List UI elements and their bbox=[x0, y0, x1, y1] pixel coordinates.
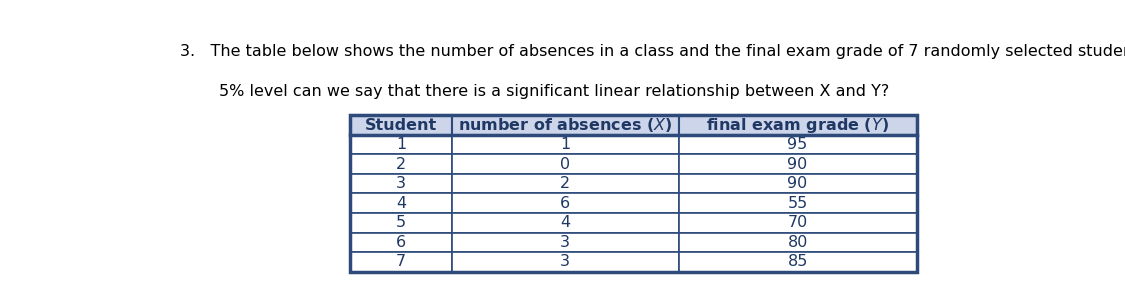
Text: 55: 55 bbox=[788, 196, 808, 211]
Text: 4: 4 bbox=[396, 196, 406, 211]
Text: Student: Student bbox=[364, 118, 436, 132]
Bar bbox=[452, 233, 678, 252]
Bar bbox=[350, 174, 452, 193]
Text: 3: 3 bbox=[560, 235, 570, 250]
Bar bbox=[350, 193, 452, 213]
Text: 4: 4 bbox=[560, 215, 570, 230]
Text: 3: 3 bbox=[560, 254, 570, 270]
Text: 3.   The table below shows the number of absences in a class and the final exam : 3. The table below shows the number of a… bbox=[180, 44, 1125, 59]
Text: 5: 5 bbox=[396, 215, 406, 230]
Bar bbox=[350, 233, 452, 252]
Bar bbox=[452, 115, 678, 135]
Bar bbox=[350, 135, 452, 154]
Text: 1: 1 bbox=[560, 137, 570, 152]
Bar bbox=[678, 252, 917, 272]
Bar bbox=[452, 174, 678, 193]
Text: 6: 6 bbox=[396, 235, 406, 250]
Bar bbox=[678, 213, 917, 233]
Text: final exam grade ($\mathit{Y}$): final exam grade ($\mathit{Y}$) bbox=[706, 116, 889, 135]
Bar bbox=[350, 154, 452, 174]
Text: 80: 80 bbox=[788, 235, 808, 250]
Text: 85: 85 bbox=[788, 254, 808, 270]
Text: 95: 95 bbox=[788, 137, 808, 152]
Text: 90: 90 bbox=[788, 176, 808, 191]
Bar bbox=[678, 115, 917, 135]
Bar bbox=[678, 154, 917, 174]
Text: 3: 3 bbox=[396, 176, 406, 191]
Bar bbox=[452, 213, 678, 233]
Bar bbox=[452, 193, 678, 213]
Bar bbox=[350, 115, 452, 135]
Text: 5% level can we say that there is a significant linear relationship between X an: 5% level can we say that there is a sign… bbox=[219, 84, 890, 99]
Bar bbox=[678, 135, 917, 154]
Text: 70: 70 bbox=[788, 215, 808, 230]
Text: 90: 90 bbox=[788, 157, 808, 172]
Bar bbox=[678, 193, 917, 213]
Text: 2: 2 bbox=[560, 176, 570, 191]
Bar bbox=[678, 233, 917, 252]
Bar bbox=[350, 213, 452, 233]
Bar bbox=[678, 174, 917, 193]
Text: 1: 1 bbox=[396, 137, 406, 152]
Bar bbox=[350, 252, 452, 272]
Text: number of absences ($\mathit{X}$): number of absences ($\mathit{X}$) bbox=[458, 116, 673, 134]
Bar bbox=[452, 252, 678, 272]
Text: 7: 7 bbox=[396, 254, 406, 270]
Bar bbox=[452, 135, 678, 154]
Bar bbox=[452, 154, 678, 174]
Text: 6: 6 bbox=[560, 196, 570, 211]
Text: 2: 2 bbox=[396, 157, 406, 172]
Text: 0: 0 bbox=[560, 157, 570, 172]
